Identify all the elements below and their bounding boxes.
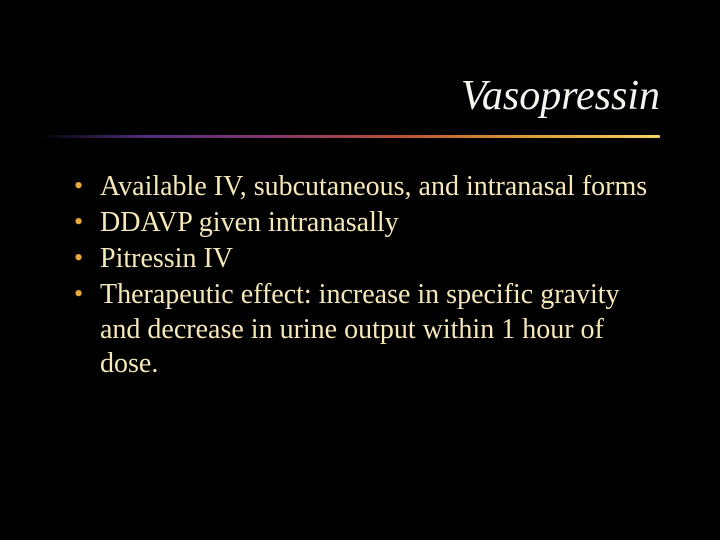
slide: Vasopressin Available IV, subcutaneous, … (0, 0, 720, 540)
bullet-list: Available IV, subcutaneous, and intranas… (72, 170, 660, 381)
slide-body: Available IV, subcutaneous, and intranas… (72, 170, 660, 383)
slide-title: Vasopressin (461, 72, 660, 120)
list-item: Available IV, subcutaneous, and intranas… (72, 170, 660, 204)
title-underline-divider (36, 135, 660, 138)
list-item: DDAVP given intranasally (72, 206, 660, 240)
list-item: Therapeutic effect: increase in specific… (72, 278, 660, 380)
list-item: Pitressin IV (72, 242, 660, 276)
